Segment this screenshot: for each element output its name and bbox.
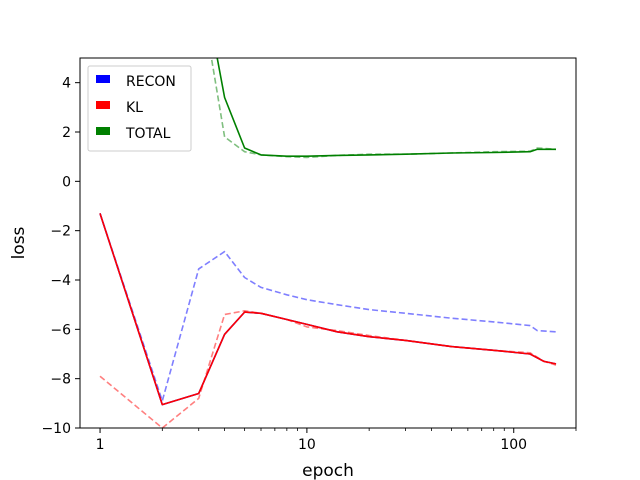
series-line-recon-val — [99, 213, 557, 402]
y-tick-label: 2 — [62, 125, 71, 141]
legend-swatch-recon — [96, 75, 110, 83]
legend-box — [87, 65, 192, 152]
y-tick-label: −4 — [50, 273, 71, 289]
y-tick-label: −6 — [50, 322, 71, 338]
y-axis-label: loss — [9, 226, 29, 259]
x-tick-label: 100 — [500, 437, 527, 453]
ticks-layer: 1 10 100 4 2 0 −2 −4 −6 −8 −10 — [41, 76, 577, 453]
y-tick-label: −8 — [50, 372, 71, 388]
x-tick-label: 1 — [96, 437, 105, 453]
legend-label: KL — [126, 100, 143, 116]
legend-label: RECON — [126, 74, 176, 90]
y-tick-label: −2 — [50, 224, 71, 240]
y-tick-label: −10 — [41, 421, 71, 437]
legend-swatch-total — [96, 127, 110, 135]
x-axis-label: epoch — [302, 461, 354, 480]
y-tick-label: 4 — [62, 76, 71, 92]
legend: RECON KL TOTAL — [87, 65, 192, 152]
x-tick-label: 10 — [298, 437, 316, 453]
series-line-kl-val — [99, 309, 557, 428]
legend-swatch-kl — [96, 101, 110, 109]
series-layer — [99, 58, 557, 428]
y-tick-label: 0 — [62, 174, 71, 190]
series-line-total-val — [210, 58, 557, 159]
plot-frame — [79, 57, 577, 429]
legend-label: TOTAL — [125, 126, 171, 142]
